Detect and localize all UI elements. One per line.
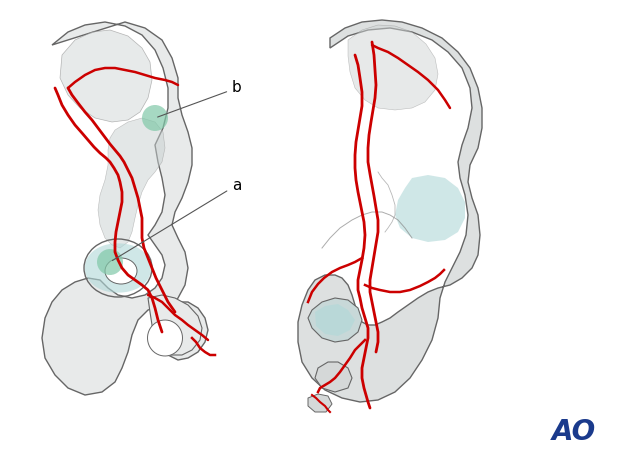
Polygon shape — [348, 25, 438, 110]
Text: AO: AO — [552, 418, 596, 446]
Polygon shape — [298, 20, 482, 402]
Polygon shape — [42, 22, 208, 395]
Ellipse shape — [105, 258, 137, 284]
Polygon shape — [60, 30, 152, 122]
Polygon shape — [315, 304, 355, 336]
Polygon shape — [308, 394, 332, 412]
Polygon shape — [315, 362, 352, 392]
Circle shape — [142, 105, 168, 131]
Polygon shape — [98, 118, 165, 248]
Polygon shape — [308, 298, 362, 342]
Polygon shape — [148, 320, 182, 356]
Circle shape — [97, 249, 123, 275]
Polygon shape — [148, 295, 202, 355]
Text: a: a — [112, 178, 241, 261]
Polygon shape — [395, 175, 465, 242]
Polygon shape — [85, 243, 151, 293]
Text: b: b — [157, 80, 242, 117]
